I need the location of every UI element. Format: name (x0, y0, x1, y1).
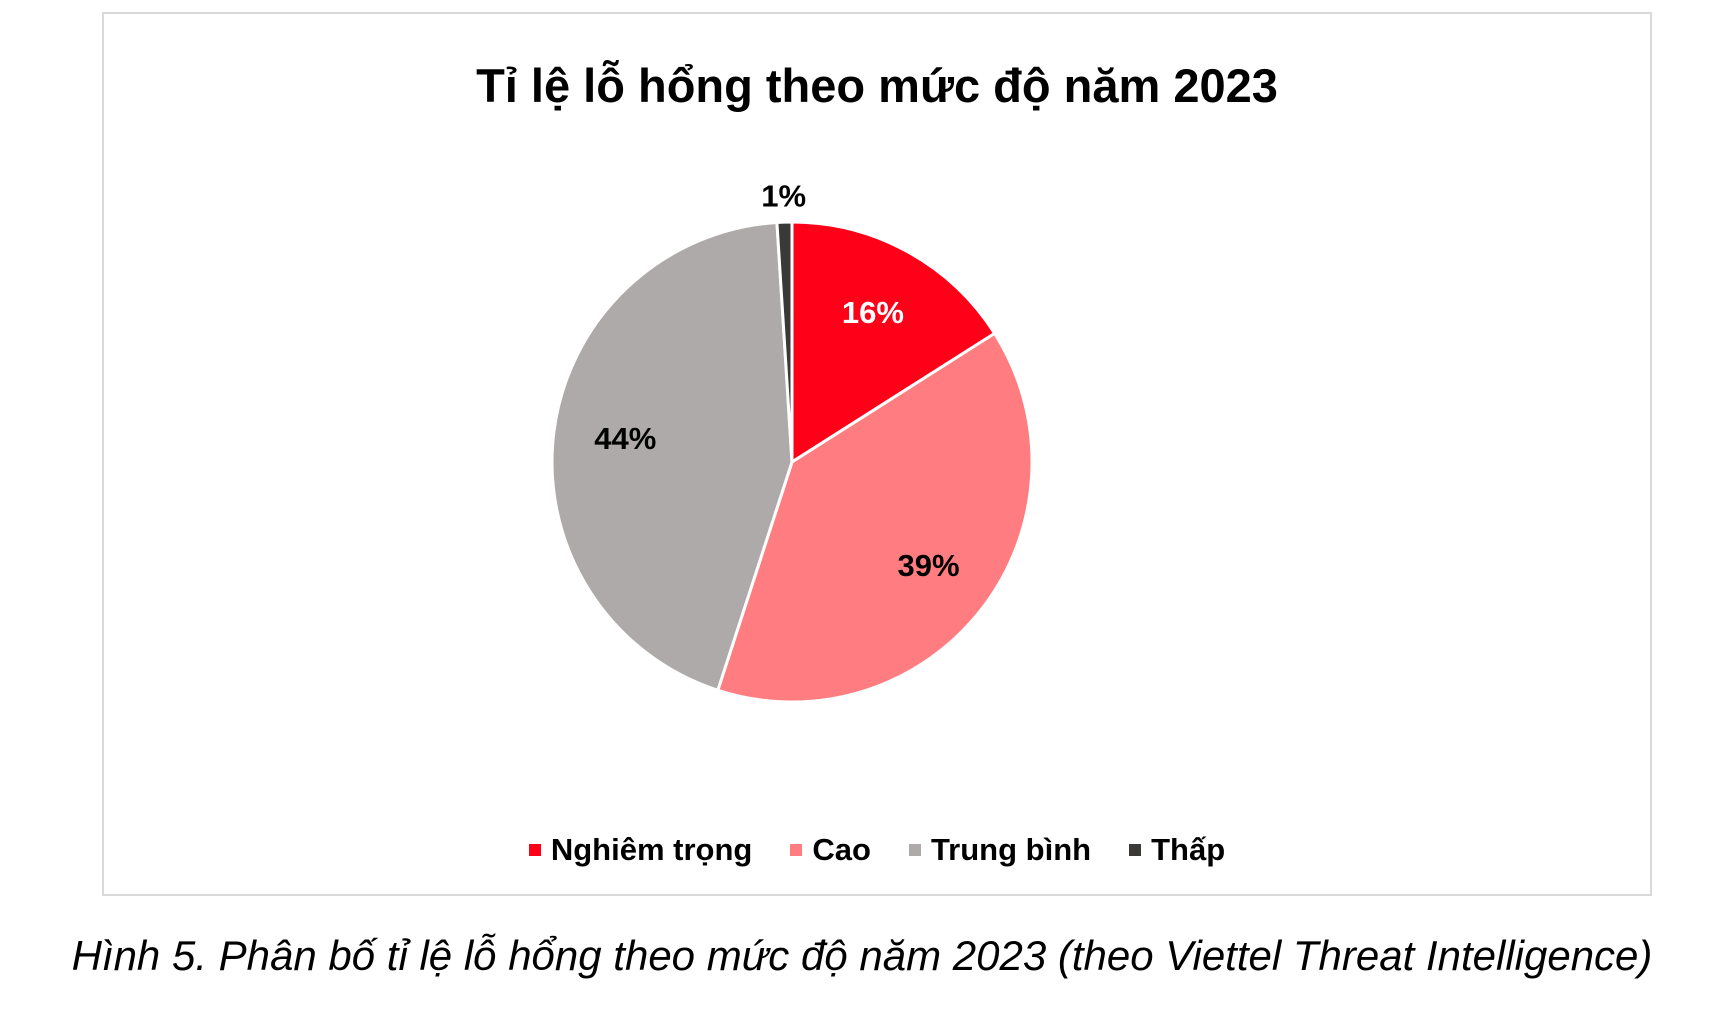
legend-label: Nghiêm trọng (550, 832, 753, 867)
legend-swatch (908, 844, 921, 856)
figure-caption: Hình 5. Phân bố tỉ lệ lỗ hổng theo mức đ… (71, 932, 1653, 979)
legend: Nghiêm trọng Cao Trung bình Thấp (104, 832, 1650, 868)
legend-label: Cao (812, 832, 871, 867)
pie-slice-0 (790, 220, 997, 465)
legend-swatch (1129, 844, 1142, 856)
chart-frame: Tỉ lệ lỗ hổng theo mức độ năm 2023 16% 39… (102, 12, 1652, 896)
legend-label: Thấp (1151, 832, 1226, 867)
legend-item-thap: Thấp (1129, 832, 1225, 868)
pie-chart: 16% 39% 44% 1% (550, 178, 1034, 704)
data-label-2: 44% (594, 421, 656, 456)
legend-swatch (790, 844, 803, 856)
pie-slice-1 (715, 331, 1034, 704)
legend-item-trung-binh: Trung bình (908, 832, 1092, 868)
legend-label: Trung bình (930, 832, 1092, 867)
pie-slice-3 (775, 220, 794, 463)
legend-swatch (528, 844, 541, 856)
legend-item-cao: Cao (790, 832, 871, 868)
pie-slice-2 (550, 220, 794, 693)
data-label-1: 39% (898, 548, 960, 583)
data-label-3: 1% (761, 178, 806, 213)
legend-item-nghiem-trong: Nghiêm trọng (528, 832, 753, 868)
chart-title: Tỉ lệ lỗ hổng theo mức độ năm 2023 (476, 59, 1278, 112)
data-label-0: 16% (842, 295, 904, 330)
